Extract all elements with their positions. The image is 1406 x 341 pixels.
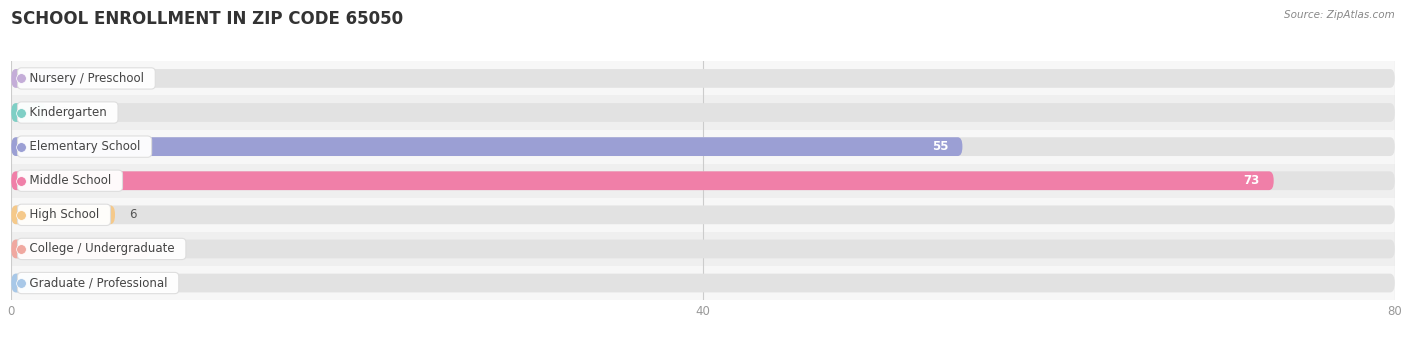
Text: 73: 73 [1244, 174, 1260, 187]
FancyBboxPatch shape [11, 205, 1395, 224]
FancyBboxPatch shape [11, 172, 1395, 190]
Text: 55: 55 [932, 140, 949, 153]
Text: Middle School: Middle School [21, 174, 118, 187]
Text: Nursery / Preschool: Nursery / Preschool [21, 72, 150, 85]
Text: Graduate / Professional: Graduate / Professional [21, 277, 174, 290]
FancyBboxPatch shape [11, 137, 1395, 156]
FancyBboxPatch shape [11, 239, 1395, 258]
Text: Source: ZipAtlas.com: Source: ZipAtlas.com [1284, 10, 1395, 20]
Bar [11, 61, 1395, 95]
Bar [11, 95, 1395, 130]
Text: Kindergarten: Kindergarten [21, 106, 114, 119]
FancyBboxPatch shape [11, 103, 46, 122]
Bar [11, 266, 1395, 300]
FancyBboxPatch shape [11, 69, 1395, 88]
Text: 0: 0 [51, 277, 59, 290]
FancyBboxPatch shape [11, 69, 80, 88]
Text: 2: 2 [59, 106, 67, 119]
FancyBboxPatch shape [11, 273, 1395, 292]
Text: High School: High School [21, 208, 107, 221]
Text: Elementary School: Elementary School [21, 140, 148, 153]
Text: 8: 8 [163, 242, 170, 255]
FancyBboxPatch shape [11, 103, 1395, 122]
FancyBboxPatch shape [11, 205, 115, 224]
Text: 4: 4 [94, 72, 101, 85]
FancyBboxPatch shape [11, 172, 1274, 190]
FancyBboxPatch shape [11, 273, 37, 292]
Bar [11, 164, 1395, 198]
Bar [11, 130, 1395, 164]
Text: College / Undergraduate: College / Undergraduate [21, 242, 181, 255]
Bar [11, 198, 1395, 232]
Text: SCHOOL ENROLLMENT IN ZIP CODE 65050: SCHOOL ENROLLMENT IN ZIP CODE 65050 [11, 10, 404, 28]
FancyBboxPatch shape [11, 137, 963, 156]
FancyBboxPatch shape [11, 239, 149, 258]
Bar [11, 232, 1395, 266]
Text: 6: 6 [129, 208, 136, 221]
